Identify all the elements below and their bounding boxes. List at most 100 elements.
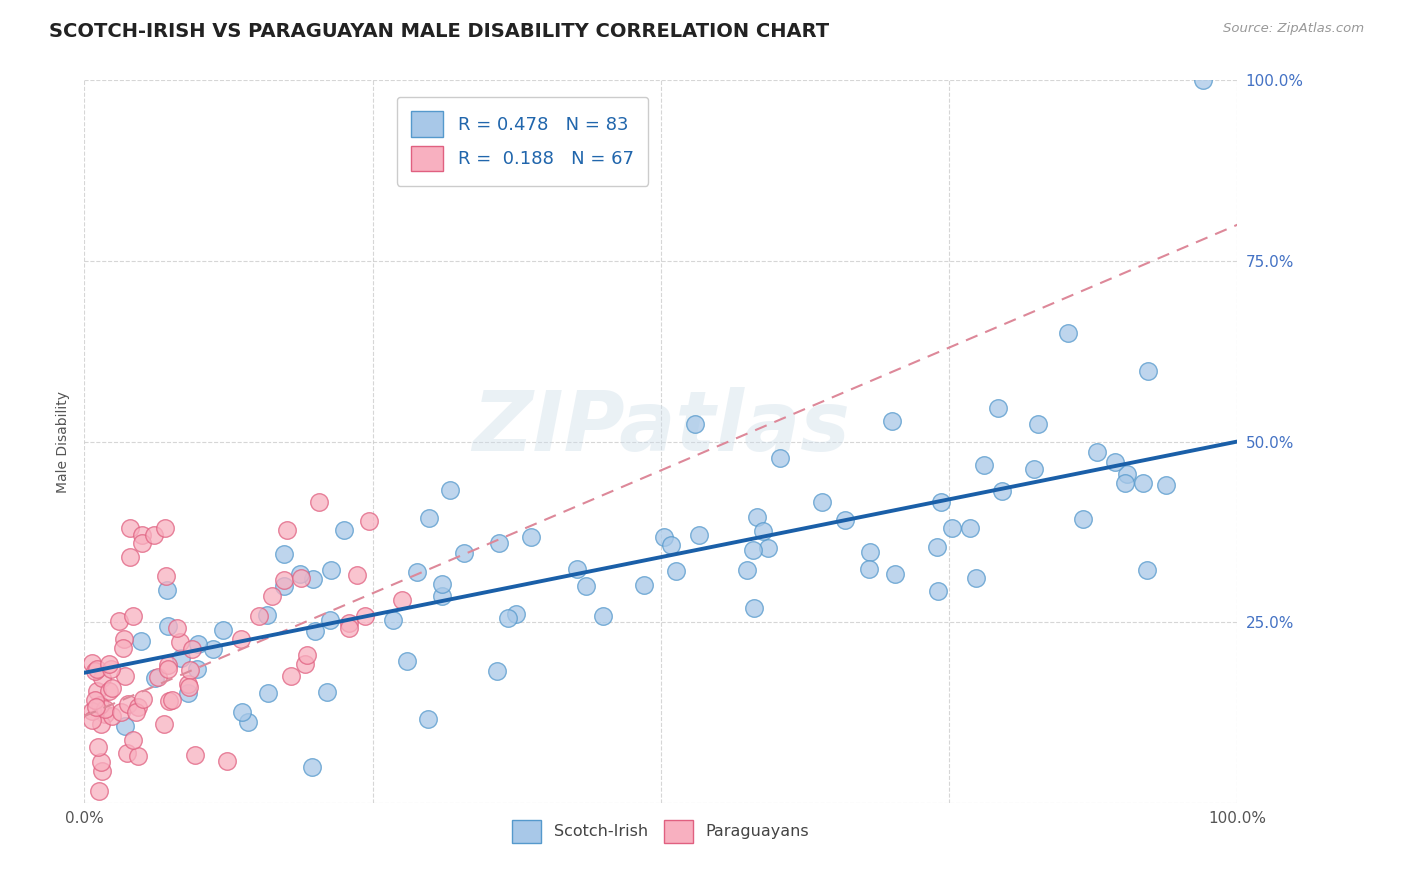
Point <box>1154 478 1177 492</box>
Point <box>83 664 105 678</box>
Point <box>120 521 142 535</box>
Point <box>169 635 191 649</box>
Point <box>395 654 418 668</box>
Point <box>114 719 136 733</box>
Point <box>683 417 706 431</box>
Point <box>439 483 461 498</box>
Point <box>93 706 115 721</box>
Point <box>664 565 686 579</box>
Point <box>973 458 995 472</box>
Point <box>430 589 453 603</box>
Point <box>1104 455 1126 469</box>
Point <box>80 704 103 718</box>
Point <box>153 521 176 535</box>
Point <box>987 401 1010 416</box>
Point <box>633 578 655 592</box>
Point <box>146 670 169 684</box>
Point <box>304 624 326 638</box>
Point <box>179 663 201 677</box>
Point <box>752 524 775 538</box>
Point <box>884 567 907 582</box>
Point <box>346 568 368 582</box>
Point <box>87 740 110 755</box>
Point <box>262 589 284 603</box>
Point <box>302 572 325 586</box>
Point <box>177 677 200 691</box>
Point <box>520 530 543 544</box>
Point <box>1136 363 1159 377</box>
Point <box>82 656 104 670</box>
Point <box>315 684 337 698</box>
Point <box>1132 476 1154 491</box>
Point <box>382 613 405 627</box>
Point <box>155 568 177 582</box>
Point <box>273 547 295 561</box>
Point <box>187 637 209 651</box>
Y-axis label: Male Disability: Male Disability <box>56 391 70 492</box>
Point <box>129 633 152 648</box>
Point <box>354 608 377 623</box>
Point <box>337 615 360 630</box>
Point <box>1191 73 1213 87</box>
Point <box>308 495 330 509</box>
Point <box>186 662 208 676</box>
Point <box>98 684 121 698</box>
Point <box>90 717 112 731</box>
Point <box>231 706 253 720</box>
Point <box>505 607 527 621</box>
Point <box>156 658 179 673</box>
Text: SCOTCH-IRISH VS PARAGUAYAN MALE DISABILITY CORRELATION CHART: SCOTCH-IRISH VS PARAGUAYAN MALE DISABILI… <box>49 22 830 41</box>
Point <box>177 685 200 699</box>
Point <box>453 546 475 560</box>
Point <box>756 541 779 556</box>
Point <box>131 528 153 542</box>
Point <box>406 565 429 579</box>
Point <box>180 642 202 657</box>
Point <box>91 764 114 778</box>
Point <box>127 700 149 714</box>
Point <box>84 700 107 714</box>
Point <box>101 681 124 695</box>
Point <box>247 608 270 623</box>
Point <box>418 511 440 525</box>
Point <box>108 614 131 628</box>
Point <box>941 521 963 535</box>
Point <box>1116 467 1139 482</box>
Point <box>115 746 138 760</box>
Point <box>654 530 676 544</box>
Point <box>488 535 510 549</box>
Point <box>238 714 260 729</box>
Point <box>834 513 856 527</box>
Point <box>737 563 759 577</box>
Point <box>91 671 114 685</box>
Point <box>87 784 110 798</box>
Point <box>929 495 952 509</box>
Point <box>1073 512 1095 526</box>
Legend: Scotch-Irish, Paraguayans: Scotch-Irish, Paraguayans <box>506 814 815 849</box>
Point <box>486 664 509 678</box>
Point <box>273 573 295 587</box>
Point <box>117 697 139 711</box>
Point <box>742 542 765 557</box>
Point <box>430 577 453 591</box>
Point <box>256 608 278 623</box>
Point <box>301 760 323 774</box>
Point <box>142 528 165 542</box>
Point <box>333 523 356 537</box>
Point <box>357 514 380 528</box>
Point <box>991 483 1014 498</box>
Point <box>294 657 316 671</box>
Point <box>290 570 312 584</box>
Point <box>122 733 145 747</box>
Point <box>496 611 519 625</box>
Point <box>86 684 108 698</box>
Point <box>273 579 295 593</box>
Point <box>131 535 153 549</box>
Point <box>1136 564 1159 578</box>
Point <box>112 632 135 647</box>
Point <box>86 662 108 676</box>
Point <box>127 749 149 764</box>
Point <box>391 592 413 607</box>
Text: ZIPatlas: ZIPatlas <box>472 386 849 467</box>
Point <box>157 619 180 633</box>
